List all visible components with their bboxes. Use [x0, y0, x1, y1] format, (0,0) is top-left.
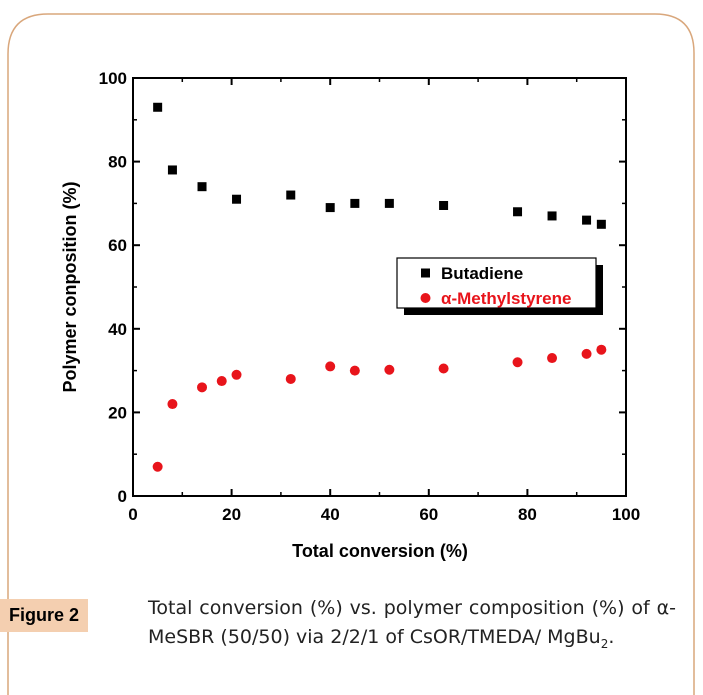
data-point-circle — [197, 382, 208, 393]
legend-label: α-Methylstyrene — [441, 289, 571, 308]
data-point-square — [439, 200, 449, 210]
data-point-circle — [581, 348, 592, 359]
data-point-square — [325, 203, 335, 213]
y-tick-label: 0 — [118, 487, 127, 506]
y-axis-label: Polymer conposition (%) — [60, 181, 80, 392]
x-tick-label: 20 — [222, 505, 241, 524]
data-point-circle — [349, 365, 360, 376]
data-point-circle — [216, 376, 227, 387]
x-axis-ticks: 0 20 40 60 80 100 — [128, 78, 640, 524]
figure-badge: Figure 2 — [0, 599, 89, 632]
data-point-square — [547, 211, 557, 221]
data-point-circle — [167, 399, 178, 410]
data-point-square — [197, 182, 207, 192]
data-point-square — [153, 102, 163, 112]
x-tick-label: 100 — [612, 505, 640, 524]
legend: Butadiene α-Methylstyrene — [396, 257, 603, 315]
caption-subscript: 2 — [600, 636, 609, 651]
series-1 — [152, 344, 607, 472]
x-tick-label: 0 — [128, 505, 137, 524]
x-tick-label: 40 — [321, 505, 340, 524]
caption-text-end: . — [608, 626, 615, 648]
data-point-square — [582, 215, 592, 225]
data-point-circle — [512, 357, 523, 368]
y-tick-label: 100 — [99, 69, 127, 88]
series-0 — [153, 102, 606, 229]
y-tick-label: 20 — [108, 403, 127, 422]
x-tick-label: 60 — [419, 505, 438, 524]
y-tick-label: 40 — [108, 320, 127, 339]
y-axis-ticks: 0 20 40 60 80 100 — [99, 69, 626, 506]
data-point-circle — [596, 344, 607, 355]
y-tick-label: 80 — [108, 153, 127, 172]
legend-label: Butadiene — [441, 264, 523, 283]
data-point-square — [286, 190, 296, 200]
caption-text-main: Total conversion (%) vs. polymer composi… — [148, 597, 676, 648]
data-point-square — [350, 198, 360, 208]
x-tick-label: 80 — [518, 505, 537, 524]
caption-text: Total conversion (%) vs. polymer composi… — [148, 594, 676, 659]
data-point-circle — [325, 361, 336, 372]
data-point-circle — [152, 461, 163, 472]
data-point-circle — [231, 369, 242, 380]
data-point-circle — [547, 353, 558, 364]
legend-marker-circle — [420, 293, 431, 303]
data-point-square — [384, 198, 394, 208]
data-point-square — [596, 219, 606, 229]
chart-marks — [152, 102, 607, 472]
x-axis-label: Total conversion (%) — [292, 541, 468, 561]
data-point-square — [513, 207, 523, 217]
data-point-circle — [438, 363, 449, 374]
data-point-circle — [384, 364, 395, 375]
y-tick-label: 60 — [108, 236, 127, 255]
chart: 0 20 40 60 80 100 0 20 40 60 80 100 Total conversi… — [60, 69, 640, 561]
data-point-circle — [285, 373, 296, 384]
data-point-square — [167, 165, 177, 175]
data-point-square — [232, 194, 242, 204]
legend-marker-square — [421, 268, 430, 278]
